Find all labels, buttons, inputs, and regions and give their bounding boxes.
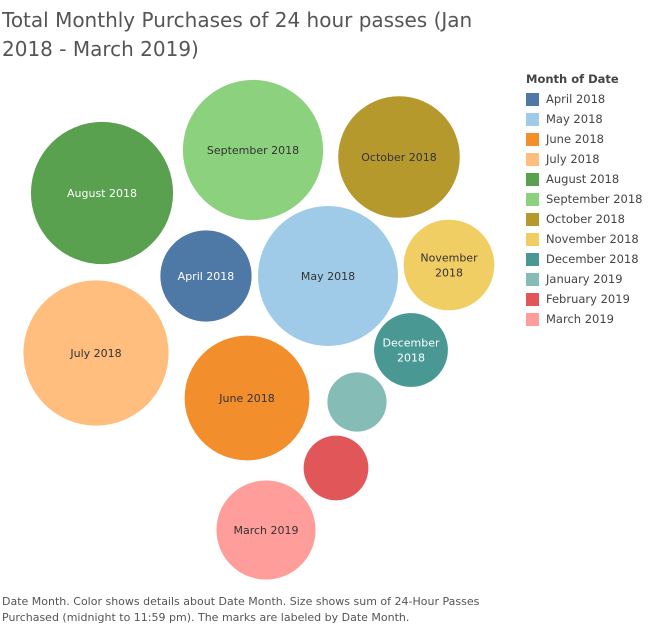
bubble-december-2018[interactable]: December 2018 bbox=[374, 313, 448, 387]
bubble-september-2018[interactable]: September 2018 bbox=[182, 79, 324, 221]
legend-label: December 2018 bbox=[546, 252, 639, 266]
bubble-circle[interactable] bbox=[258, 206, 398, 346]
legend-label: May 2018 bbox=[546, 112, 603, 126]
bubble-circle[interactable] bbox=[303, 435, 369, 501]
legend-swatch bbox=[526, 292, 539, 306]
legend-item-may-2018[interactable]: May 2018 bbox=[526, 109, 662, 129]
bubble-circle[interactable] bbox=[30, 121, 174, 265]
bubble-august-2018[interactable]: August 2018 bbox=[30, 121, 174, 265]
bubble-label: October 2018 bbox=[361, 151, 437, 164]
bubble-circle[interactable] bbox=[160, 230, 252, 322]
legend-swatch bbox=[526, 132, 539, 146]
legend-label: June 2018 bbox=[546, 132, 604, 146]
chart-title: Total Monthly Purchases of 24 hour passe… bbox=[2, 8, 473, 61]
bubble-chart: April 2018 May 2018 June 2018 July 2018 Augu… bbox=[23, 79, 495, 580]
bubble-label: July 2018 bbox=[69, 347, 121, 360]
legend-item-september-2018[interactable]: September 2018 bbox=[526, 189, 662, 209]
legend-item-november-2018[interactable]: November 2018 bbox=[526, 229, 662, 249]
bubble-label: November 2018 bbox=[420, 252, 478, 280]
bubble-circle[interactable] bbox=[338, 96, 460, 218]
bubble-november-2018[interactable]: November 2018 bbox=[403, 219, 495, 311]
bubble-label: September 2018 bbox=[207, 144, 299, 157]
bubble-label: March 2019 bbox=[233, 524, 298, 537]
bubble-circle[interactable] bbox=[182, 79, 324, 221]
legend-swatch bbox=[526, 312, 539, 326]
bubble-label: June 2018 bbox=[218, 392, 274, 405]
legend-title: Month of Date bbox=[526, 72, 619, 86]
bubble-january-2019[interactable] bbox=[327, 372, 387, 432]
legend-item-october-2018[interactable]: October 2018 bbox=[526, 209, 662, 229]
legend-label: August 2018 bbox=[546, 172, 620, 186]
bubble-april-2018[interactable]: April 2018 bbox=[160, 230, 252, 322]
bubble-label: August 2018 bbox=[67, 187, 137, 200]
legend-label: October 2018 bbox=[546, 212, 625, 226]
legend: Month of Date April 2018 May 2018 June 201… bbox=[526, 72, 662, 329]
legend-swatch bbox=[526, 252, 539, 266]
bubble-july-2018[interactable]: July 2018 bbox=[23, 280, 169, 426]
bubble-circle[interactable] bbox=[23, 280, 169, 426]
legend-label: February 2019 bbox=[546, 292, 630, 306]
bubble-march-2019[interactable]: March 2019 bbox=[216, 480, 316, 580]
bubble-label: December 2018 bbox=[382, 337, 440, 365]
legend-swatch bbox=[526, 232, 539, 246]
legend-swatch bbox=[526, 172, 539, 186]
legend-swatch bbox=[526, 152, 539, 166]
legend-label: April 2018 bbox=[546, 92, 606, 106]
legend-item-july-2018[interactable]: July 2018 bbox=[526, 149, 662, 169]
legend-item-january-2019[interactable]: January 2019 bbox=[526, 269, 662, 289]
legend-item-february-2019[interactable]: February 2019 bbox=[526, 289, 662, 309]
legend-label: January 2019 bbox=[546, 272, 623, 286]
legend-swatch bbox=[526, 272, 539, 286]
legend-label: March 2019 bbox=[546, 312, 614, 326]
legend-swatch bbox=[526, 192, 539, 206]
legend-swatch bbox=[526, 112, 539, 126]
bubble-circle[interactable] bbox=[327, 372, 387, 432]
legend-item-march-2019[interactable]: March 2019 bbox=[526, 309, 662, 329]
legend-swatch bbox=[526, 92, 539, 106]
legend-items: April 2018 May 2018 June 2018 July 2018 Augu… bbox=[526, 89, 662, 329]
legend-item-june-2018[interactable]: June 2018 bbox=[526, 129, 662, 149]
legend-label: July 2018 bbox=[546, 152, 600, 166]
bubble-may-2018[interactable]: May 2018 bbox=[258, 206, 398, 346]
bubble-label: May 2018 bbox=[301, 270, 355, 283]
legend-swatch bbox=[526, 212, 539, 226]
bubble-circle[interactable] bbox=[216, 480, 316, 580]
bubble-circle[interactable] bbox=[374, 313, 448, 387]
bubble-june-2018[interactable]: June 2018 bbox=[184, 335, 310, 461]
legend-item-april-2018[interactable]: April 2018 bbox=[526, 89, 662, 109]
legend-label: November 2018 bbox=[546, 232, 639, 246]
bubble-february-2019[interactable] bbox=[303, 435, 369, 501]
bubble-october-2018[interactable]: October 2018 bbox=[338, 96, 460, 218]
bubble-circle[interactable] bbox=[403, 219, 495, 311]
legend-item-december-2018[interactable]: December 2018 bbox=[526, 249, 662, 269]
bubble-label: April 2018 bbox=[178, 270, 235, 283]
bubble-circle[interactable] bbox=[184, 335, 310, 461]
chart-caption: Date Month. Color shows details about Da… bbox=[2, 595, 480, 624]
legend-item-august-2018[interactable]: August 2018 bbox=[526, 169, 662, 189]
legend-label: September 2018 bbox=[546, 192, 643, 206]
